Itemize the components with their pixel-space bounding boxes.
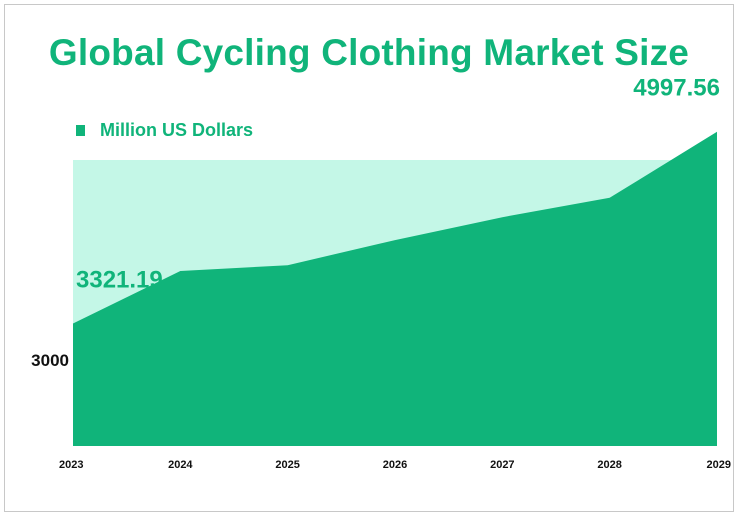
area-series xyxy=(73,131,717,446)
x-tick-label: 2025 xyxy=(275,459,299,471)
x-tick-label: 2027 xyxy=(490,459,514,471)
x-tick-label: 2029 xyxy=(707,459,731,471)
data-label: 3321.19 xyxy=(76,266,163,293)
chart-title: Global Cycling Clothing Market Size xyxy=(48,32,690,73)
legend-swatch xyxy=(76,125,85,136)
x-tick-label: 2026 xyxy=(383,459,407,471)
chart-legend: Million US Dollars xyxy=(76,120,253,141)
data-label: 4997.56 xyxy=(633,75,720,102)
x-tick-label: 2023 xyxy=(59,459,83,471)
x-tick-label: 2024 xyxy=(168,459,193,471)
legend-label: Million US Dollars xyxy=(100,120,254,140)
y-tick-label: 3000 xyxy=(31,351,69,370)
x-tick-label: 2028 xyxy=(597,459,621,471)
